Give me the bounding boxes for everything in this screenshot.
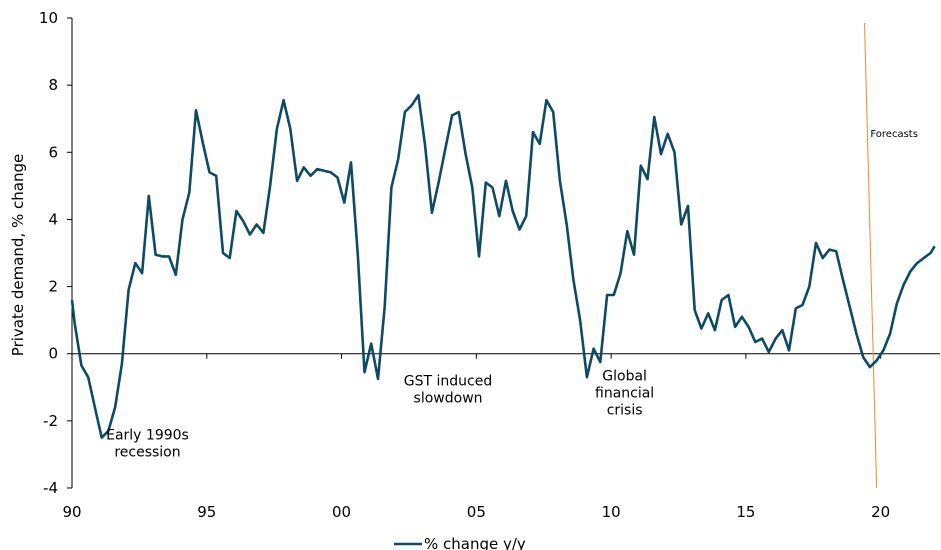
plot-area: -4 -2 0 2 4 6 8 10 90 95 00 05 10 15 20 Early 1990s re… — [39, 9, 940, 521]
x-tick-label: 20 — [871, 503, 890, 521]
x-axis-ticks: 90 95 00 05 10 15 20 — [62, 353, 890, 521]
y-axis-ticks: -4 -2 0 2 4 6 8 10 — [39, 9, 72, 497]
y-tick-label: 0 — [48, 345, 58, 363]
y-tick-label: 4 — [48, 210, 58, 228]
x-tick-label: 00 — [332, 503, 351, 521]
x-tick-label: 10 — [602, 503, 621, 521]
annotation-early-1990s: Early 1990s recession — [106, 427, 189, 460]
x-tick-label: 90 — [62, 503, 81, 521]
legend: % change y/y — [394, 535, 526, 550]
y-tick-label: -4 — [43, 479, 58, 497]
annotation-gst: GST induced slowdown — [404, 374, 492, 407]
x-tick-label: 15 — [736, 503, 755, 521]
chart-annotations: Early 1990s recession GST induced slowdown G… — [106, 129, 918, 460]
y-tick-label: 6 — [48, 143, 58, 161]
y-tick-label: 8 — [48, 76, 58, 94]
y-tick-label: 2 — [48, 278, 58, 296]
legend-label: % change y/y — [424, 535, 526, 550]
annotation-forecasts: Forecasts — [870, 129, 918, 140]
y-tick-label: -2 — [43, 412, 58, 430]
y-axis-label: Private demand, % change — [9, 154, 27, 356]
forecast-divider-line — [864, 23, 878, 489]
x-tick-label: 95 — [197, 503, 216, 521]
series-line-pct-change-yy — [70, 93, 936, 439]
x-tick-label: 05 — [467, 503, 486, 521]
y-tick-label: 10 — [39, 9, 58, 27]
annotation-gfc: Global financial crisis — [595, 369, 654, 419]
